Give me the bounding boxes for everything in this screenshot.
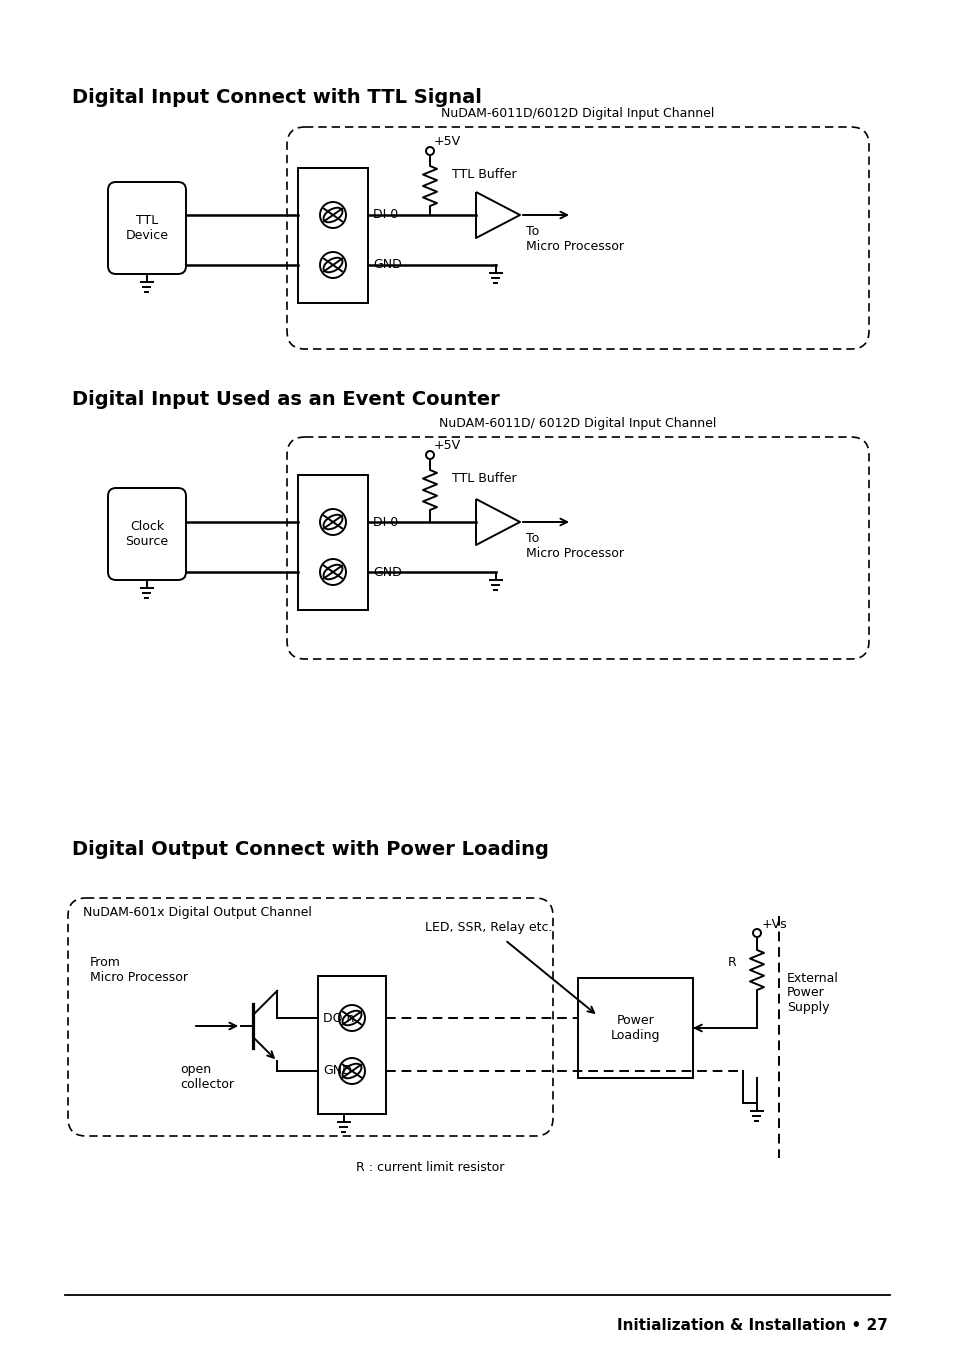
- Circle shape: [752, 929, 760, 937]
- FancyBboxPatch shape: [108, 183, 186, 274]
- Text: TTL
Device: TTL Device: [126, 214, 169, 242]
- Text: open
collector: open collector: [180, 1063, 233, 1091]
- Text: From
Micro Processor: From Micro Processor: [90, 956, 188, 984]
- Circle shape: [426, 452, 434, 458]
- Bar: [317, 976, 386, 1114]
- Text: DI 0: DI 0: [373, 208, 397, 222]
- Text: Digital Output Connect with Power Loading: Digital Output Connect with Power Loadin…: [71, 840, 548, 859]
- Text: NuDAM-6011D/6012D Digital Input Channel: NuDAM-6011D/6012D Digital Input Channel: [441, 107, 714, 120]
- Text: TTL Buffer: TTL Buffer: [452, 168, 517, 181]
- Text: External
Power
Supply: External Power Supply: [786, 972, 838, 1014]
- Text: NuDAM-6011D/ 6012D Digital Input Channel: NuDAM-6011D/ 6012D Digital Input Channel: [438, 416, 716, 430]
- Text: GND: GND: [323, 1064, 352, 1078]
- Text: To
Micro Processor: To Micro Processor: [525, 224, 623, 253]
- Text: +5V: +5V: [434, 439, 460, 452]
- Text: R: R: [727, 956, 737, 969]
- Text: LED, SSR, Relay etc.: LED, SSR, Relay etc.: [424, 922, 552, 934]
- Text: GND: GND: [373, 565, 401, 579]
- Text: To
Micro Processor: To Micro Processor: [525, 531, 623, 560]
- Text: R : current limit resistor: R : current limit resistor: [355, 1161, 503, 1174]
- Bar: [578, 977, 692, 1078]
- FancyBboxPatch shape: [108, 488, 186, 580]
- Text: Power
Loading: Power Loading: [610, 1014, 659, 1042]
- Text: +Vs: +Vs: [761, 918, 787, 932]
- Circle shape: [426, 147, 434, 155]
- Text: GND: GND: [373, 258, 401, 272]
- Text: DI 0: DI 0: [373, 515, 397, 529]
- Bar: [297, 475, 368, 610]
- Text: Digital Input Connect with TTL Signal: Digital Input Connect with TTL Signal: [71, 88, 481, 107]
- Text: +5V: +5V: [434, 135, 460, 147]
- Text: Clock
Source: Clock Source: [125, 521, 169, 548]
- Text: TTL Buffer: TTL Buffer: [452, 472, 517, 485]
- Text: DO n: DO n: [323, 1011, 354, 1025]
- Bar: [297, 168, 368, 303]
- Text: NuDAM-601x Digital Output Channel: NuDAM-601x Digital Output Channel: [83, 906, 312, 919]
- Text: Digital Input Used as an Event Counter: Digital Input Used as an Event Counter: [71, 389, 499, 410]
- Text: Initialization & Installation • 27: Initialization & Installation • 27: [617, 1318, 887, 1333]
